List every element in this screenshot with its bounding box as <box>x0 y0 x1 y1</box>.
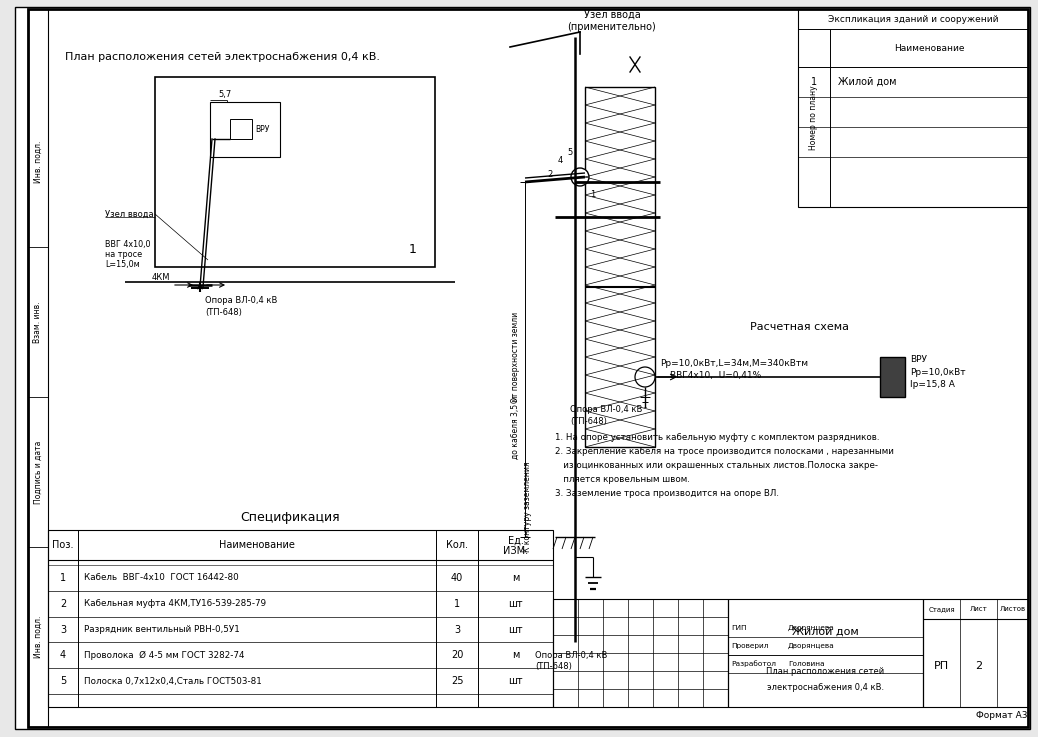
Text: Узел ввода: Узел ввода <box>105 209 154 218</box>
Text: Расчетная схема: Расчетная схема <box>750 322 849 332</box>
Text: ГИП: ГИП <box>731 625 746 631</box>
Text: 1. На опоре установить кабельную муфту с комплектом разрядников.: 1. На опоре установить кабельную муфту с… <box>555 433 879 441</box>
Text: 1: 1 <box>409 242 417 256</box>
Bar <box>798 9 1028 207</box>
Text: Разрядник вентильный РВН-0,5У1: Разрядник вентильный РВН-0,5У1 <box>84 625 240 634</box>
Text: ВРУ: ВРУ <box>910 354 927 363</box>
Text: От поверхности земли: От поверхности земли <box>511 312 519 402</box>
Text: Спецификация: Спецификация <box>240 511 339 523</box>
Text: (ТП-648): (ТП-648) <box>535 663 572 671</box>
Text: (ТП-648): (ТП-648) <box>570 416 607 425</box>
Text: Рр=10,0кВт,L=34м,М=340кВтм: Рр=10,0кВт,L=34м,М=340кВтм <box>660 358 809 368</box>
Text: 40: 40 <box>450 573 463 583</box>
Text: ИЗМ.: ИЗМ. <box>503 546 528 556</box>
Text: 4КМ: 4КМ <box>152 273 170 282</box>
Text: до кабеля 3,5 м: до кабеля 3,5 м <box>511 395 519 458</box>
Text: на тросе: на тросе <box>105 250 142 259</box>
Circle shape <box>571 168 589 186</box>
Text: пляется кровельным швом.: пляется кровельным швом. <box>555 475 690 483</box>
Text: Узел ввода: Узел ввода <box>583 10 640 20</box>
Text: Лист: Лист <box>969 606 987 612</box>
Text: шт: шт <box>509 598 523 609</box>
Text: ВВГ 4х10,0: ВВГ 4х10,0 <box>105 240 151 248</box>
Text: 1: 1 <box>60 573 66 583</box>
Text: Инв. подл.: Инв. подл. <box>33 616 43 658</box>
Text: Рр=10,0кВт: Рр=10,0кВт <box>910 368 965 377</box>
Text: 25: 25 <box>450 676 463 686</box>
Text: Инв. подл.: Инв. подл. <box>33 141 43 184</box>
Text: Проволока  Ø 4-5 мм ГОСТ 3282-74: Проволока Ø 4-5 мм ГОСТ 3282-74 <box>84 651 245 660</box>
Text: Жилой дом: Жилой дом <box>838 77 897 87</box>
Text: 1: 1 <box>454 598 460 609</box>
Text: 3. Заземление троса производится на опоре ВЛ.: 3. Заземление троса производится на опор… <box>555 489 778 497</box>
Text: К контуру заземления: К контуру заземления <box>522 462 531 552</box>
Bar <box>553 599 1028 707</box>
Text: 3: 3 <box>60 624 66 635</box>
Text: 1: 1 <box>591 189 596 198</box>
Text: Разработол: Разработол <box>731 660 776 668</box>
Text: Формат А3: Формат А3 <box>977 710 1028 719</box>
Text: Взам. инв.: Взам. инв. <box>33 301 43 343</box>
Text: План расположения сетей электроснабжения 0,4 кВ.: План расположения сетей электроснабжения… <box>65 52 380 62</box>
Text: Опора ВЛ-0,4 кВ: Опора ВЛ-0,4 кВ <box>204 296 277 304</box>
Bar <box>880 357 905 397</box>
Text: Стадия: Стадия <box>928 606 955 612</box>
Text: из оцинкованных или окрашенных стальных листов.Полоска закре-: из оцинкованных или окрашенных стальных … <box>555 461 878 469</box>
Text: 2. Закрепление кабеля на тросе производится полосками , нарезанными: 2. Закрепление кабеля на тросе производи… <box>555 447 894 455</box>
Text: м: м <box>512 650 519 660</box>
Text: 2: 2 <box>60 598 66 609</box>
Text: Кабельная муфта 4КМ,ТУ16-539-285-79: Кабельная муфта 4КМ,ТУ16-539-285-79 <box>84 599 266 608</box>
Text: Опора ВЛ-0,4 кВ: Опора ВЛ-0,4 кВ <box>535 651 607 660</box>
Text: 5,7: 5,7 <box>218 89 231 99</box>
Text: Дворянцева: Дворянцева <box>788 625 835 631</box>
Text: шт: шт <box>509 624 523 635</box>
Text: Iр=15,8 А: Iр=15,8 А <box>910 380 955 388</box>
Text: Полоска 0,7х12х0,4,Сталь ГОСТ503-81: Полоска 0,7х12х0,4,Сталь ГОСТ503-81 <box>84 677 262 685</box>
Text: (ТП-648): (ТП-648) <box>204 307 242 316</box>
Text: Дворянцева: Дворянцева <box>788 643 835 649</box>
Text: Наименование: Наименование <box>219 540 295 550</box>
Text: Подпись и дата: Подпись и дата <box>33 440 43 503</box>
Text: РП: РП <box>934 661 949 671</box>
Text: м: м <box>512 573 519 583</box>
Text: Кол.: Кол. <box>446 540 468 550</box>
Text: План расположения сетей: План расположения сетей <box>766 667 884 676</box>
Text: 3: 3 <box>454 624 460 635</box>
Text: 4: 4 <box>557 156 563 164</box>
Text: 5: 5 <box>60 676 66 686</box>
Bar <box>210 102 280 157</box>
Text: Номер по плану: Номер по плану <box>810 85 819 150</box>
Text: Кабель  ВВГ-4х10  ГОСТ 16442-80: Кабель ВВГ-4х10 ГОСТ 16442-80 <box>84 573 239 582</box>
Text: Ед.: Ед. <box>508 536 523 545</box>
Text: ВВГ4х10,  U=0,41%: ВВГ4х10, U=0,41% <box>670 371 761 380</box>
Bar <box>48 530 553 707</box>
Text: Экспликация зданий и сооружений: Экспликация зданий и сооружений <box>827 15 999 24</box>
Text: Поз.: Поз. <box>52 540 74 550</box>
Circle shape <box>635 367 655 387</box>
Bar <box>28 9 48 727</box>
Text: 4: 4 <box>60 650 66 660</box>
Bar <box>585 87 655 447</box>
Text: электроснабжения 0,4 кВ.: электроснабжения 0,4 кВ. <box>767 683 884 692</box>
Bar <box>155 77 435 267</box>
Text: Проверил: Проверил <box>731 643 768 649</box>
Text: 1: 1 <box>811 77 817 87</box>
Text: Наименование: Наименование <box>894 43 964 52</box>
Text: 20: 20 <box>450 650 463 660</box>
Bar <box>230 119 252 139</box>
Text: шт: шт <box>509 676 523 686</box>
Text: Жилой дом: Жилой дом <box>792 626 858 637</box>
Text: 2: 2 <box>975 661 982 671</box>
Text: ВРУ: ВРУ <box>255 125 270 133</box>
Text: Опора ВЛ-0,4 кВ: Опора ВЛ-0,4 кВ <box>570 405 643 413</box>
Text: Листов: Листов <box>1000 606 1026 612</box>
Text: 5: 5 <box>568 147 573 156</box>
Text: Головина: Головина <box>788 661 824 667</box>
Text: (применительно): (применительно) <box>568 22 656 32</box>
Text: L=15,0м: L=15,0м <box>105 259 140 268</box>
Text: 2: 2 <box>547 170 552 178</box>
